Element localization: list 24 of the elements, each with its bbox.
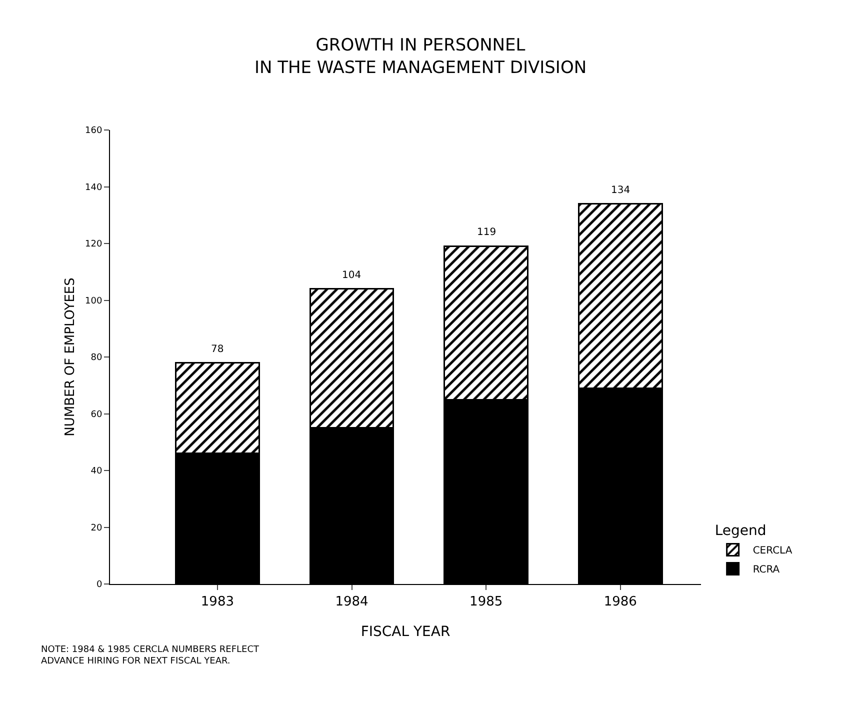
y-tick-label: 80 — [90, 353, 102, 364]
x-axis-title: FISCAL YEAR — [360, 624, 450, 640]
text: NOTE: 1984 & 1985 CERCLA NUMBERS REFLECT ADVANCE HIRING FOR NEXT FISCAL YEAR. — [41, 645, 260, 667]
x-tick-label: 1986 — [604, 594, 637, 610]
legend-title: Legend — [714, 523, 766, 540]
x-tick-label: 1984 — [335, 594, 368, 610]
y-axis-title: NUMBER OF EMPLOYEES — [63, 278, 78, 436]
y-tick-label: 60 — [90, 410, 102, 420]
total-label: 134 — [611, 185, 630, 196]
text: CERCLA — [752, 546, 792, 557]
y-tick-label: 0 — [96, 580, 102, 590]
y-tick-label: 140 — [85, 182, 102, 193]
total-label: 78 — [211, 344, 224, 355]
total-label: 104 — [342, 270, 362, 281]
y-tick-label: 160 — [85, 126, 102, 136]
y-tick-label: 40 — [90, 466, 102, 477]
y-tick-label: 20 — [90, 523, 102, 534]
chart-title: GROWTH IN PERSONNEL IN THE WASTE MANAGEMENT DIVISION — [254, 36, 587, 78]
y-tick-label: 120 — [85, 240, 102, 250]
x-tick-label: 1983 — [200, 594, 234, 610]
legend-label: RCRA — [752, 564, 780, 576]
total-label: 119 — [477, 227, 496, 238]
y-tick-label: 100 — [85, 296, 102, 306]
x-tick-label: 1985 — [470, 594, 503, 610]
